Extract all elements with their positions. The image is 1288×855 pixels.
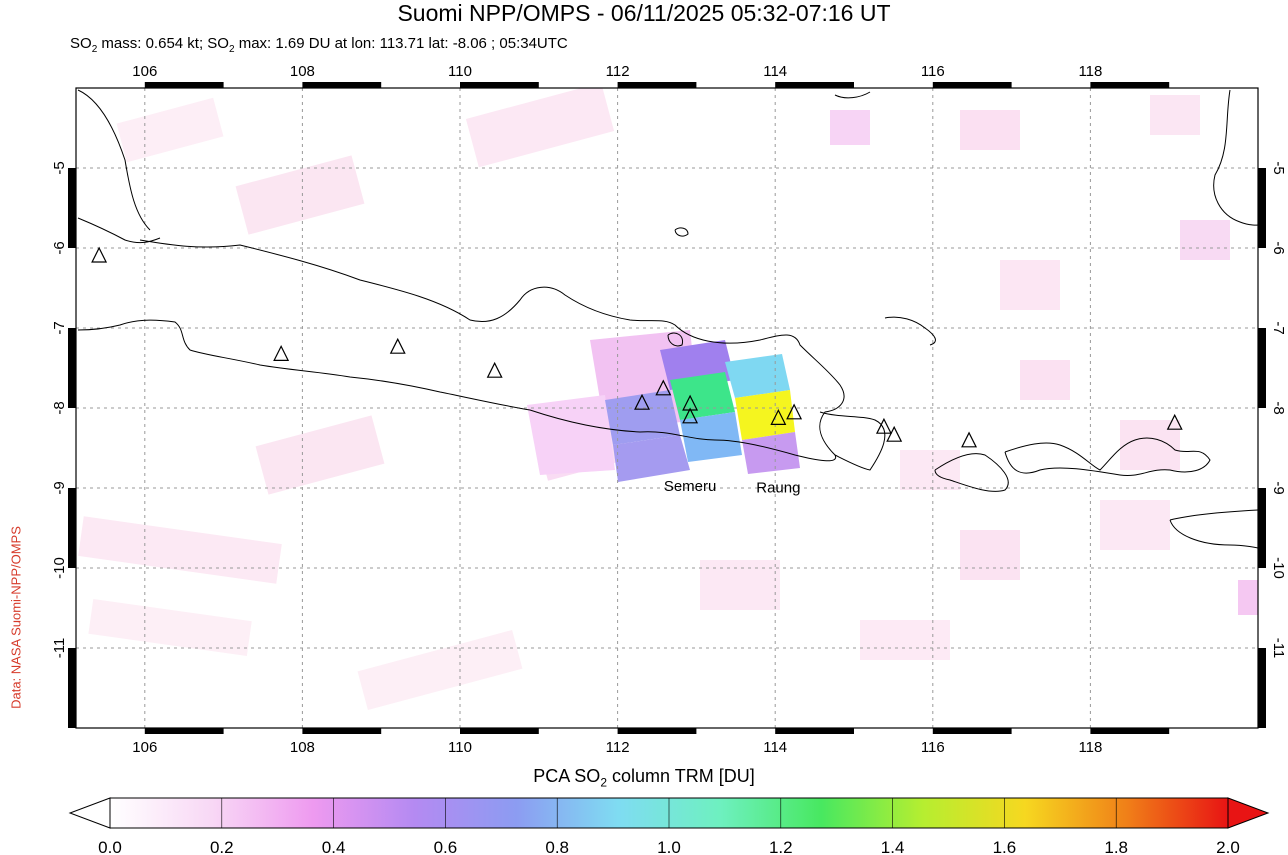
so2-plume xyxy=(527,330,800,482)
lon-tick-top: 114 xyxy=(763,63,787,80)
volcano-icon xyxy=(682,407,699,424)
lon-tick-top: 106 xyxy=(132,63,157,80)
lon-bar-top xyxy=(932,82,1012,88)
colorbar-tick-label: 0.6 xyxy=(434,838,458,855)
lat-bar-left xyxy=(68,168,76,248)
lon-tick-bottom: 108 xyxy=(290,739,315,756)
grid-lines xyxy=(76,88,1258,728)
lon-tick-top: 116 xyxy=(921,63,945,80)
so2-pixel xyxy=(725,354,790,398)
map-title: Suomi NPP/OMPS - 06/11/2025 05:32-07:16 … xyxy=(397,0,891,26)
colorbar: 0.0 0.2 0.4 0.6 0.8 1.0 1.2 1.4 1.6 1.8 2.0 xyxy=(68,797,1270,855)
tick-labels: 106 106 108 108 110 110 112 112 114 114 116 116 118 1… xyxy=(51,63,1287,756)
lat-tick-right: -10 xyxy=(1270,557,1287,579)
volcano-icon xyxy=(486,361,503,378)
colorbar-tick-label: 0.8 xyxy=(545,838,569,855)
so2-pixel xyxy=(527,395,615,475)
lat-bar-left xyxy=(68,488,76,568)
volcano-icon xyxy=(273,345,290,361)
lon-tick-bottom: 110 xyxy=(448,739,472,756)
colorbar-tick-label: 0.2 xyxy=(210,838,234,855)
colorbar-tick-label: 1.8 xyxy=(1104,838,1128,855)
so2-pixel xyxy=(680,412,742,462)
colorbar-tick-label: 2.0 xyxy=(1216,838,1240,855)
volcano-icon xyxy=(886,425,903,442)
lat-bar-right xyxy=(1258,328,1266,408)
lon-tick-bottom: 118 xyxy=(1078,739,1102,756)
lon-tick-bottom: 114 xyxy=(763,739,787,756)
volcano-icon xyxy=(655,379,672,396)
lat-tick-left: -9 xyxy=(51,481,68,494)
lon-tick-top: 112 xyxy=(606,63,630,80)
coastlines xyxy=(77,89,1258,549)
lat-tick-left: -6 xyxy=(51,241,68,254)
lat-tick-right: -11 xyxy=(1270,638,1287,659)
lon-tick-bottom: 116 xyxy=(921,739,945,756)
lon-tick-top: 110 xyxy=(448,63,472,80)
volcano-icon xyxy=(389,337,406,354)
colorbar-tick-label: 1.2 xyxy=(769,838,793,855)
lat-bar-right xyxy=(1258,488,1266,568)
lat-bar-right xyxy=(1258,168,1266,248)
volcano-icon xyxy=(786,403,803,420)
lon-bar-bottom xyxy=(460,728,539,734)
colorbar-tick-label: 1.6 xyxy=(993,838,1017,855)
lat-tick-left: -7 xyxy=(51,321,68,334)
so2-pixel xyxy=(742,432,800,474)
volcano-icon xyxy=(1166,413,1183,430)
volcano-icon xyxy=(961,431,978,448)
so2-pixel xyxy=(613,435,690,482)
graticule-bars xyxy=(68,82,1266,734)
lat-tick-left: -11 xyxy=(51,638,68,659)
lat-bar-left xyxy=(68,328,76,408)
lon-bar-top xyxy=(144,82,224,88)
lon-bar-bottom xyxy=(1090,728,1170,734)
background-noise xyxy=(78,88,1258,711)
lat-tick-right: -6 xyxy=(1270,241,1287,254)
lat-tick-right: -7 xyxy=(1270,321,1287,334)
colorbar-tick-label: 0.0 xyxy=(98,838,122,855)
colorbar-tick-label: 0.4 xyxy=(322,838,346,855)
lat-tick-right: -5 xyxy=(1270,161,1287,174)
volcano-markers xyxy=(91,246,1183,448)
colorbar-label: PCA SO2 column TRM [DU] xyxy=(533,766,755,790)
lon-bar-top xyxy=(302,82,382,88)
lat-tick-left: -10 xyxy=(51,557,68,579)
map-subtitle: SO2 mass: 0.654 kt; SO2 max: 1.69 DU at … xyxy=(70,35,568,55)
so2-pixel xyxy=(670,372,735,420)
volcano-icon xyxy=(91,246,108,263)
volcano-label: Raung xyxy=(756,479,800,496)
lat-tick-right: -8 xyxy=(1270,401,1287,414)
lat-tick-left: -8 xyxy=(51,401,68,414)
colorbar-min-arrow xyxy=(68,797,111,829)
lon-bar-bottom xyxy=(775,728,854,734)
volcano-icon xyxy=(634,393,650,410)
volcano-label: Semeru xyxy=(664,478,717,495)
lon-tick-top: 108 xyxy=(290,63,315,80)
so2-pixel xyxy=(735,390,795,440)
colorbar-tick-label: 1.4 xyxy=(881,838,905,855)
lon-bar-bottom xyxy=(144,728,224,734)
lon-tick-top: 118 xyxy=(1078,63,1102,80)
lon-bar-top xyxy=(775,82,854,88)
lat-tick-left: -5 xyxy=(51,161,68,174)
colorbar-tick-label: 1.0 xyxy=(657,838,681,855)
lat-tick-right: -9 xyxy=(1270,481,1287,494)
lon-bar-bottom xyxy=(932,728,1012,734)
volcano-icon xyxy=(770,409,787,425)
lon-bar-bottom xyxy=(302,728,382,734)
volcano-icon xyxy=(875,417,892,434)
lon-tick-bottom: 112 xyxy=(606,739,630,756)
volcano-labels: Semeru Raung xyxy=(664,478,801,497)
lat-bar-left xyxy=(68,648,76,728)
colorbar-max-arrow xyxy=(1227,797,1270,829)
lon-bar-top xyxy=(1090,82,1170,88)
lon-bar-top xyxy=(460,82,539,88)
lon-tick-bottom: 106 xyxy=(132,739,157,756)
lon-bar-top xyxy=(617,82,697,88)
lat-bar-right xyxy=(1258,648,1266,728)
lon-bar-bottom xyxy=(617,728,697,734)
